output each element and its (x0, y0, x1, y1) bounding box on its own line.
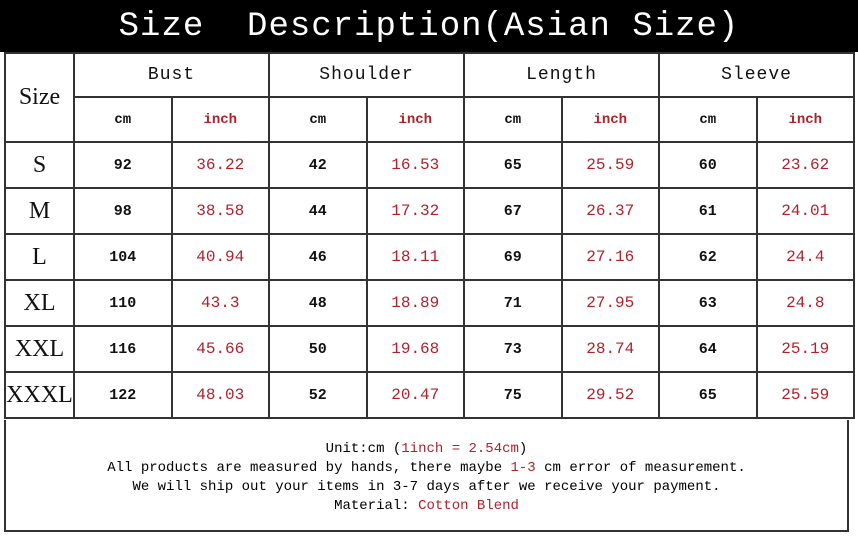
unit-inch: inch (365, 96, 466, 143)
cell-cm: 92 (73, 141, 173, 189)
table-row: XL 110 43.3 48 18.89 71 27.95 63 24.8 (4, 279, 856, 327)
table-row: L 104 40.94 46 18.11 69 27.16 62 24.4 (4, 233, 856, 281)
measure-note: All products are measured by hands, ther… (6, 459, 847, 478)
measure-prefix: All products are measured by hands, ther… (107, 460, 511, 476)
cell-cm: 42 (268, 141, 368, 189)
measure-range: 1-3 (510, 460, 536, 476)
unit-suffix: ) (518, 441, 528, 457)
size-label: XL (4, 279, 75, 327)
unit-note: Unit:cm (1inch = 2.54cm) (6, 440, 847, 459)
table-row: XXL 116 45.66 50 19.68 73 28.74 64 25.19 (4, 325, 856, 373)
cell-inch: 38.58 (170, 187, 270, 235)
table-row: S 92 36.22 42 16.53 65 25.59 60 23.62 (4, 141, 856, 189)
header-sleeve: Sleeve (658, 52, 856, 98)
cell-cm: 122 (73, 371, 173, 419)
cell-inch: 25.19 (755, 325, 856, 373)
cell-inch: 24.8 (755, 279, 856, 327)
cell-cm: 67 (463, 187, 563, 235)
unit-inch: inch (170, 96, 270, 143)
notes: Unit:cm (1inch = 2.54cm) All products ar… (4, 420, 849, 532)
table-row: XXXL 122 48.03 52 20.47 75 29.52 65 25.59 (4, 371, 856, 419)
cell-cm: 52 (268, 371, 368, 419)
cell-inch: 18.11 (365, 233, 466, 281)
unit-cm: cm (658, 96, 758, 143)
page-title: Size Description(Asian Size) (0, 0, 858, 52)
unit-cm: cm (268, 96, 368, 143)
cell-inch: 28.74 (560, 325, 661, 373)
cell-inch: 29.52 (560, 371, 661, 419)
cell-inch: 17.32 (365, 187, 466, 235)
cell-cm: 71 (463, 279, 563, 327)
cell-inch: 24.4 (755, 233, 856, 281)
measure-suffix: cm error of measurement. (535, 460, 746, 476)
cell-cm: 110 (73, 279, 173, 327)
header-shoulder: Shoulder (267, 52, 466, 98)
unit-cm: cm (463, 96, 563, 143)
unit-conversion: 1inch = 2.54cm (401, 441, 519, 457)
cell-inch: 27.16 (560, 233, 661, 281)
cell-inch: 25.59 (755, 371, 856, 419)
header-length: Length (463, 52, 661, 98)
cell-cm: 69 (463, 233, 563, 281)
unit-prefix: Unit:cm ( (325, 441, 402, 457)
cell-inch: 26.37 (560, 187, 661, 235)
cell-cm: 65 (463, 141, 563, 189)
cell-inch: 36.22 (170, 141, 270, 189)
cell-inch: 23.62 (755, 141, 856, 189)
size-table: Size Bust Shoulder Length Sleeve cm inch c… (4, 52, 856, 419)
cell-cm: 46 (268, 233, 368, 281)
cell-cm: 64 (658, 325, 758, 373)
size-label: M (4, 187, 75, 235)
unit-inch: inch (755, 96, 856, 143)
cell-cm: 61 (658, 187, 758, 235)
material-value: Cotton Blend (418, 498, 519, 514)
unit-inch: inch (560, 96, 661, 143)
cell-cm: 62 (658, 233, 758, 281)
cell-inch: 16.53 (365, 141, 466, 189)
size-label: XXXL (4, 371, 75, 419)
cell-cm: 50 (268, 325, 368, 373)
cell-inch: 27.95 (560, 279, 661, 327)
cell-cm: 73 (463, 325, 563, 373)
cell-cm: 48 (268, 279, 368, 327)
cell-inch: 18.89 (365, 279, 466, 327)
cell-cm: 116 (73, 325, 173, 373)
cell-cm: 98 (73, 187, 173, 235)
unit-cm: cm (73, 96, 173, 143)
material-note: Material: Cotton Blend (6, 497, 847, 516)
cell-cm: 104 (73, 233, 173, 281)
size-header: Size (4, 52, 75, 143)
material-label: Material: (334, 498, 419, 514)
cell-inch: 48.03 (170, 371, 270, 419)
cell-cm: 65 (658, 371, 758, 419)
cell-inch: 25.59 (560, 141, 661, 189)
table-row: M 98 38.58 44 17.32 67 26.37 61 24.01 (4, 187, 856, 235)
cell-cm: 44 (268, 187, 368, 235)
size-label: L (4, 233, 75, 281)
size-label: S (4, 141, 75, 189)
cell-inch: 43.3 (170, 279, 270, 327)
cell-inch: 24.01 (755, 187, 856, 235)
shipping-note: We will ship out your items in 3-7 days … (132, 479, 721, 495)
cell-inch: 40.94 (170, 233, 270, 281)
cell-cm: 63 (658, 279, 758, 327)
size-label: XXL (4, 325, 75, 373)
cell-inch: 20.47 (365, 371, 466, 419)
cell-cm: 75 (463, 371, 563, 419)
cell-inch: 45.66 (170, 325, 270, 373)
cell-inch: 19.68 (365, 325, 466, 373)
cell-cm: 60 (658, 141, 758, 189)
header-bust: Bust (73, 52, 270, 98)
